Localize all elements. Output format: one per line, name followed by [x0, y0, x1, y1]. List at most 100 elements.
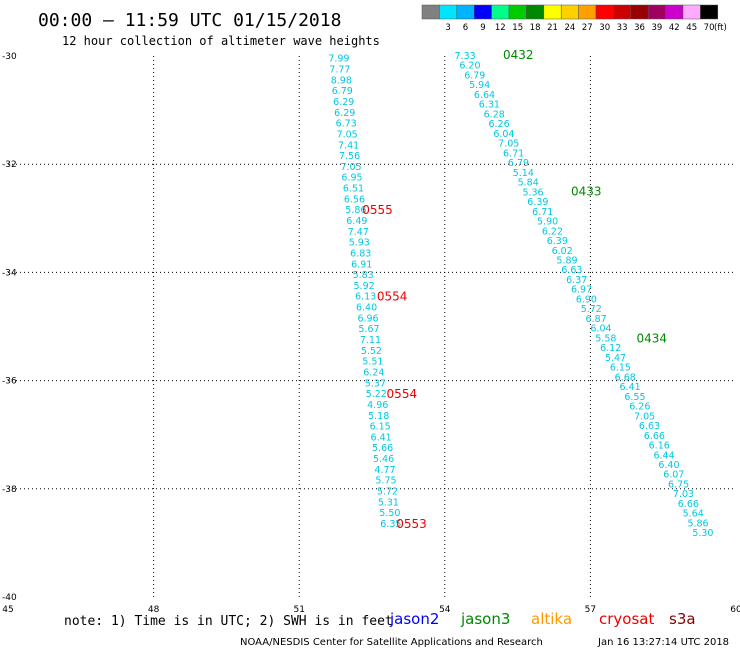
colorbar-unit: (ft)	[714, 23, 727, 33]
wave-height-value: 6.04	[590, 324, 611, 335]
wave-height-value: 6.41	[371, 432, 392, 443]
wave-height-value: 6.73	[336, 119, 357, 130]
wave-height-value: 7.47	[348, 227, 369, 238]
colorbar-label: 39	[651, 23, 662, 33]
units-note: note: 1) Time is in UTC; 2) SWH is in fe…	[64, 614, 393, 629]
wave-height-value: 6.37	[566, 275, 587, 286]
wave-height-value: 7.77	[329, 65, 350, 76]
wave-height-value: 5.86	[345, 205, 366, 216]
wave-height-value: 7.03	[673, 489, 694, 500]
colorbar-swatch	[508, 4, 527, 20]
wave-height-value: 7.05	[498, 139, 519, 150]
x-tick-label: 57	[585, 605, 596, 615]
wave-height-value: 6.39	[527, 197, 548, 208]
legend-cryosat: cryosat	[599, 610, 654, 628]
colorbar-swatch	[700, 4, 719, 20]
wave-height-value: 6.71	[532, 207, 553, 218]
colorbar-swatch	[456, 4, 475, 20]
pass-time-label: 0554	[377, 290, 408, 304]
wave-height-value: 4.77	[374, 465, 395, 476]
wave-height-value: 6.55	[624, 392, 645, 403]
wave-height-value: 6.51	[343, 184, 364, 195]
colorbar-label: 21	[547, 23, 558, 33]
wave-height-value: 5.22	[366, 389, 387, 400]
wave-height-value: 6.22	[542, 226, 563, 237]
wave-height-value: 5.72	[581, 304, 602, 315]
satellite-legend: jason2 jason3 altika cryosat s3a	[389, 610, 696, 628]
wave-height-value: 6.63	[639, 421, 660, 432]
wave-height-value: 6.71	[503, 148, 524, 159]
wave-height-value: 5.14	[513, 168, 534, 179]
wave-height-value: 6.24	[363, 367, 384, 378]
wave-height-value: 6.49	[346, 216, 367, 227]
wave-height-value: 6.12	[600, 343, 621, 354]
colorbar-label: 36	[634, 23, 645, 33]
wave-height-value: 5.94	[469, 80, 490, 91]
pass-time-label: 0434	[637, 331, 668, 345]
wave-height-value: 5.64	[683, 509, 704, 520]
legend-s3a: s3a	[669, 610, 696, 628]
wave-height-value: 6.26	[488, 119, 509, 130]
wave-height-value: 6.29	[334, 108, 355, 119]
pass-time-label: 0432	[503, 48, 534, 62]
wave-height-value: 5.36	[522, 187, 543, 198]
colorbar-swatch	[526, 4, 545, 20]
wave-height-value: 5.84	[518, 178, 539, 189]
colorbar-label: 70	[704, 23, 715, 33]
wave-height-value: 6.66	[678, 499, 699, 510]
legend-altika: altika	[531, 610, 572, 628]
y-tick-label: -34	[2, 268, 17, 278]
colorbar-label: 6	[463, 23, 468, 33]
y-tick-label: -32	[2, 160, 17, 170]
colorbar-label: 27	[582, 23, 593, 33]
wave-height-value: 7.05	[337, 129, 358, 140]
wave-height-value: 6.02	[552, 246, 573, 257]
pass-time-label: 0554	[387, 387, 418, 401]
wave-height-value: 7.11	[360, 335, 381, 346]
wave-height-value: 6.29	[333, 97, 354, 108]
wave-height-value: 5.66	[372, 443, 393, 454]
wave-height-value: 5.67	[358, 324, 379, 335]
wave-height-value: 5.58	[595, 333, 616, 344]
wave-height-value: 6.63	[561, 265, 582, 276]
wave-height-value: 6.39	[547, 236, 568, 247]
wave-height-value: 5.86	[687, 518, 708, 529]
wave-height-points: 7.997.778.986.796.296.296.737.057.417.56…	[328, 51, 713, 539]
wave-height-value: 6.75	[668, 479, 689, 490]
wave-height-value: 6.16	[649, 441, 670, 452]
wave-height-value: 5.46	[373, 454, 394, 465]
x-tick-label: 54	[439, 605, 451, 615]
wave-height-value: 6.79	[332, 86, 353, 97]
wave-height-value: 5.51	[362, 357, 383, 368]
wave-height-value: 6.95	[341, 173, 362, 184]
wave-height-value: 5.90	[537, 217, 558, 228]
axis-ticks: 45 48 51 54 57 60 -30 -32 -34 -36 -38 -40	[2, 52, 740, 615]
colorbar-swatch	[647, 4, 666, 20]
legend-jason3: jason3	[460, 610, 510, 628]
wave-height-value: 6.40	[658, 460, 679, 471]
colorbar-label: 24	[564, 23, 575, 33]
wave-height-value: 7.99	[328, 54, 349, 65]
wave-height-value: 6.68	[615, 372, 636, 383]
y-tick-label: -40	[2, 593, 17, 603]
pass-time-label: 0433	[571, 184, 602, 198]
wave-height-value: 6.79	[508, 158, 529, 169]
wave-height-value: 6.04	[493, 129, 514, 140]
colorbar-swatch	[682, 4, 701, 20]
wave-height-value: 5.31	[378, 497, 399, 508]
wave-height-value: 5.83	[353, 270, 374, 281]
footer-source: NOAA/NESDIS Center for Satellite Applica…	[240, 637, 543, 648]
wave-height-value: 6.35	[380, 519, 401, 530]
wave-height-value: 7.56	[339, 151, 360, 162]
wave-height-value: 5.47	[605, 353, 626, 364]
colorbar: 3 6 9 12 15 18 21 24 27 30 33 36 39 42 45 70	[421, 4, 719, 33]
colorbar-label: 18	[530, 23, 541, 33]
wave-height-value: 5.72	[377, 487, 398, 498]
wave-height-value: 4.96	[367, 400, 388, 411]
wave-height-value: 6.83	[350, 248, 371, 259]
x-tick-label: 51	[293, 605, 304, 615]
wave-height-value: 5.92	[354, 281, 375, 292]
wave-height-value: 6.07	[663, 470, 684, 481]
wave-height-value: 6.96	[357, 313, 378, 324]
wave-height-value: 5.52	[361, 346, 382, 357]
